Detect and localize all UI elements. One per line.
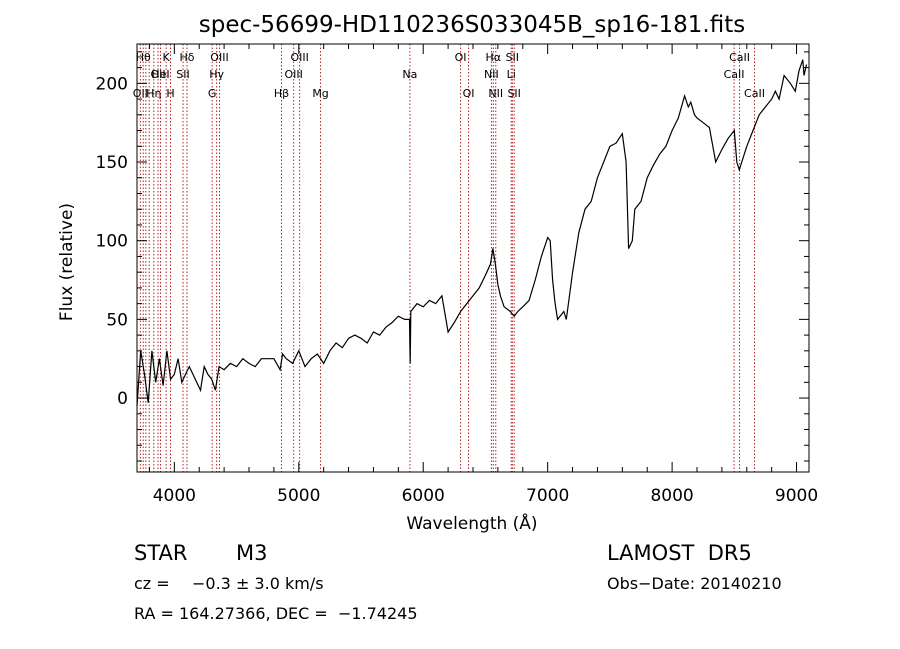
y-tick-label: 150 (96, 153, 128, 173)
marker-label: OI (455, 51, 467, 64)
marker-label: OIII (210, 51, 228, 64)
marker-label: Mg (312, 87, 328, 100)
marker-label: OIII (290, 51, 308, 64)
marker-label: Li (507, 68, 516, 81)
x-tick-label: 4000 (153, 486, 196, 506)
x-tick-label: 6000 (402, 486, 445, 506)
survey-name: LAMOST DR5 (607, 541, 752, 565)
y-axis: 0 50 100 150 200 (96, 51, 809, 462)
marker-label: Hη (146, 87, 161, 100)
x-tick-label: 9000 (775, 486, 818, 506)
marker-label: SII (507, 87, 520, 100)
x-tick-label: 5000 (277, 486, 320, 506)
marker-label: SII (176, 68, 189, 81)
marker-label: CaII (724, 68, 745, 81)
marker-label: H (166, 87, 174, 100)
marker-label: SII (506, 51, 519, 64)
marker-label: OI (463, 87, 475, 100)
marker-label: Hβ (274, 87, 289, 100)
object-class: STAR (134, 541, 188, 565)
marker-label: Hθ (136, 51, 151, 64)
obs-date: Obs−Date: 20140210 (607, 574, 782, 593)
x-tick-label: 8000 (650, 486, 693, 506)
y-tick-label: 200 (96, 74, 128, 94)
x-axis-label: Wavelength (Å) (406, 512, 537, 534)
spectrum-line (136, 59, 808, 406)
y-tick-label: 50 (106, 310, 128, 330)
y-axis-label: Flux (relative) (57, 203, 77, 321)
marker-label: NII (484, 68, 499, 81)
marker-label: HeI (151, 68, 169, 81)
marker-label: Na (402, 68, 417, 81)
y-tick-label: 0 (117, 389, 128, 409)
cz-value: −0.3 ± 3.0 km/s (192, 574, 324, 593)
marker-label: NII (488, 87, 503, 100)
marker-label: OII (150, 68, 165, 81)
chart-title: spec-56699-HD110236S033045B_sp16-181.fit… (199, 12, 745, 38)
marker-label: OIII (284, 68, 302, 81)
marker-label: G (208, 87, 217, 100)
y-tick-label: 100 (96, 232, 128, 252)
x-axis: 4000 5000 6000 7000 8000 9000 (148, 44, 818, 506)
object-subclass: M3 (236, 541, 268, 565)
marker-label: Hδ (180, 51, 195, 64)
marker-label: CaII (744, 87, 765, 100)
x-tick-label: 7000 (526, 486, 569, 506)
marker-lines (139, 44, 755, 472)
cz-label: cz = (134, 574, 175, 593)
marker-labels: OIIHθHηOIIHeIKHSIIHδGHγOIIIHβOIIIOIIIMgN… (133, 51, 765, 100)
marker-label: Hα (486, 51, 502, 64)
marker-label: CaII (729, 51, 750, 64)
coordinates: RA = 164.27366, DEC = −1.74245 (134, 604, 418, 623)
plot-frame (136, 43, 810, 473)
marker-label: K (163, 51, 171, 64)
marker-label: Hγ (209, 68, 224, 81)
